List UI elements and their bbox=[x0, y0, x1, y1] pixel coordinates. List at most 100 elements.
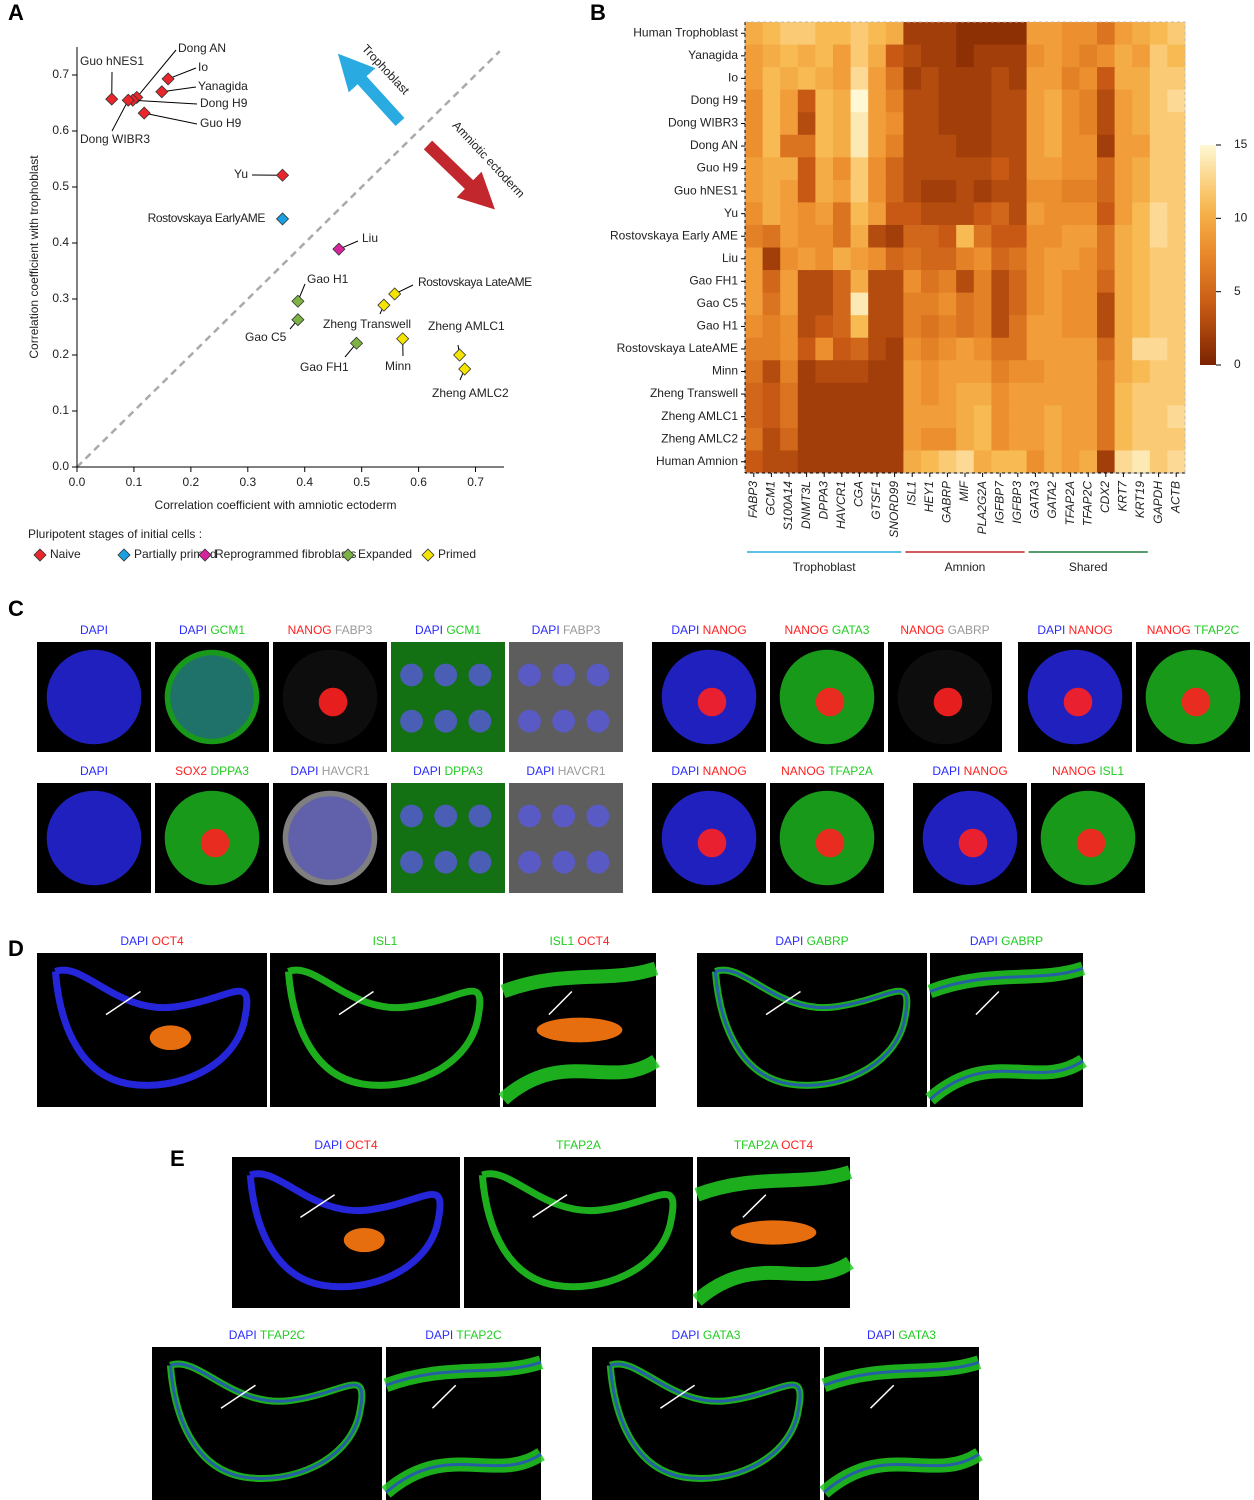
heatmap-cell bbox=[956, 112, 975, 136]
heatmap-cell bbox=[797, 224, 816, 248]
gene-label: GTSF1 bbox=[869, 481, 883, 520]
pointer bbox=[742, 1194, 767, 1218]
stain-name: OCT4 bbox=[152, 934, 184, 948]
heatmap-cell bbox=[1079, 315, 1098, 339]
stain-label: DAPI DPPA3 bbox=[413, 764, 483, 778]
heatmap-cell bbox=[1097, 179, 1115, 203]
heatmap-cell bbox=[1026, 224, 1045, 248]
micrograph: SOX2 DPPA3 bbox=[155, 764, 269, 893]
heatmap-cell bbox=[833, 247, 851, 271]
stain-name: GATA3 bbox=[703, 1328, 741, 1342]
heatmap-cell bbox=[1044, 224, 1063, 248]
point bbox=[155, 85, 169, 99]
leader-line bbox=[144, 112, 198, 125]
stain-label: NANOG GABRP bbox=[900, 623, 989, 637]
y-tick-label: 0.5 bbox=[52, 179, 69, 193]
heatmap-cell bbox=[973, 247, 992, 271]
nucleus bbox=[518, 850, 541, 874]
point bbox=[275, 168, 290, 182]
stain-label: SOX2 DPPA3 bbox=[175, 764, 249, 778]
epiblast bbox=[536, 1017, 623, 1043]
heatmap-cell bbox=[1079, 157, 1098, 181]
heatmap-cell bbox=[1097, 450, 1115, 474]
heatmap-cell bbox=[991, 89, 1010, 113]
stain-name: NANOG bbox=[703, 623, 747, 637]
heatmap-cell bbox=[921, 247, 939, 271]
legend-label: Naive bbox=[50, 547, 81, 561]
stain-name: GCM1 bbox=[446, 623, 481, 637]
heatmap-cell bbox=[991, 405, 1010, 429]
micrograph: NANOG TFAP2A bbox=[770, 764, 884, 893]
stain-name: TFAP2A bbox=[828, 764, 873, 778]
stain-name: DAPI bbox=[80, 764, 108, 778]
cluster bbox=[1076, 828, 1106, 858]
heatmap-cell bbox=[1026, 427, 1045, 451]
stain-name: DAPI bbox=[120, 934, 151, 948]
nucleus bbox=[400, 850, 423, 874]
x-tick-label: 0.7 bbox=[467, 475, 484, 489]
pointer bbox=[105, 990, 141, 1016]
row-label: Gao H1 bbox=[697, 319, 739, 333]
heatmap-cell bbox=[903, 89, 922, 113]
heatmap-cell bbox=[797, 89, 816, 113]
x-tick-label: 0.2 bbox=[183, 475, 200, 489]
heatmap-cell bbox=[1132, 157, 1151, 181]
heatmap-cell bbox=[921, 337, 939, 361]
heatmap-cell bbox=[833, 292, 851, 316]
heatmap-cell bbox=[868, 224, 887, 248]
heatmap-cell bbox=[973, 157, 992, 181]
cluster bbox=[697, 828, 727, 858]
stain-label: TFAP2A bbox=[556, 1138, 601, 1152]
row-label: Guo hNES1 bbox=[674, 183, 738, 197]
heatmap-cell bbox=[780, 292, 799, 316]
heatmap-cell bbox=[1079, 224, 1098, 248]
image-frame bbox=[37, 953, 267, 1107]
heatmap-cell bbox=[1044, 67, 1063, 91]
heatmap-cell bbox=[885, 179, 904, 203]
heatmap-cell bbox=[991, 202, 1010, 226]
tissue bbox=[692, 1165, 854, 1306]
heatmap-cell bbox=[1079, 450, 1098, 474]
heatmap-cell bbox=[1097, 270, 1115, 293]
heatmap-cell bbox=[868, 247, 887, 271]
point-label: Gao C5 bbox=[245, 330, 287, 344]
heatmap-cell bbox=[1149, 405, 1168, 429]
heatmap-cell bbox=[938, 22, 957, 45]
heatmap-cell bbox=[1026, 247, 1045, 271]
heatmap-cell bbox=[938, 44, 957, 68]
heatmap-cell bbox=[956, 292, 975, 316]
heatmap-cell bbox=[1044, 89, 1063, 113]
heatmap-cell bbox=[850, 270, 869, 293]
heatmap-cell bbox=[1044, 22, 1063, 45]
gene-label: ACTB bbox=[1168, 481, 1182, 514]
point bbox=[137, 106, 151, 120]
heatmap-cell bbox=[1026, 337, 1045, 361]
field bbox=[391, 783, 505, 893]
stain-name: DAPI bbox=[526, 764, 557, 778]
micrograph: DAPI NANOG bbox=[652, 764, 766, 893]
heatmap-cell bbox=[780, 44, 799, 68]
stain-name: ISL1 bbox=[1099, 764, 1124, 778]
heatmap-cell bbox=[1061, 247, 1080, 271]
micrograph: NANOG GATA3 bbox=[770, 623, 884, 752]
heatmap-cell bbox=[833, 89, 851, 113]
stain-name: NANOG bbox=[288, 623, 335, 637]
colony bbox=[164, 649, 260, 745]
heatmap-cell bbox=[745, 315, 763, 339]
heatmap-cell bbox=[833, 270, 851, 293]
heatmap-cell bbox=[973, 44, 992, 68]
heatmap-cell bbox=[973, 427, 992, 451]
heatmap-cell bbox=[885, 247, 904, 271]
heatmap-cell bbox=[850, 22, 869, 45]
point-label: Yu bbox=[234, 167, 248, 181]
heatmap-cell bbox=[1149, 134, 1168, 158]
heatmap-cell bbox=[762, 179, 781, 203]
heatmap-cell bbox=[850, 315, 869, 339]
heatmap-cell bbox=[833, 179, 851, 203]
heatmap-cell bbox=[780, 382, 799, 406]
stain-label: DAPI OCT4 bbox=[120, 934, 184, 948]
stain-label: DAPI TFAP2C bbox=[425, 1328, 502, 1342]
heatmap-cell bbox=[921, 315, 939, 339]
stain-label: TFAP2A OCT4 bbox=[734, 1138, 814, 1152]
nucleus bbox=[552, 709, 576, 733]
